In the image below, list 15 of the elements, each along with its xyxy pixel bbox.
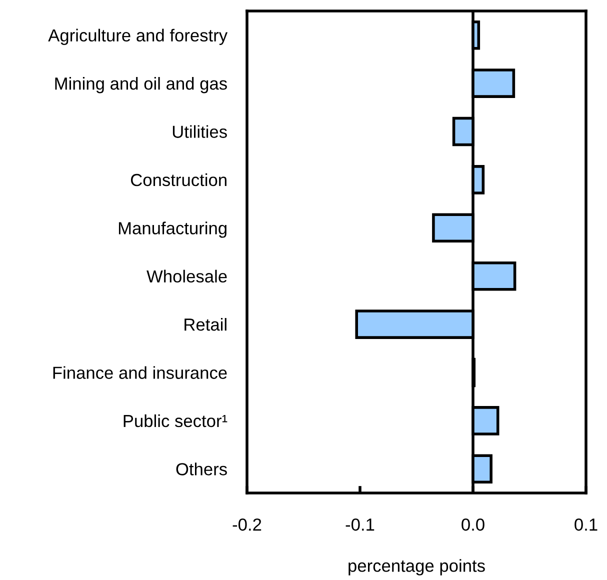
y-tick-label: Mining and oil and gas — [55, 77, 227, 94]
y-tick-label: Construction — [130, 173, 226, 186]
y-tick-label: Finance and insurance — [53, 366, 227, 379]
y-tick-label: Agriculture and forestry — [48, 28, 228, 45]
x-axis-title: percentage points — [348, 559, 485, 576]
y-tick-label: Retail — [184, 318, 226, 331]
y-tick-label: Utilities — [172, 125, 227, 138]
x-tick-label: 0.0 — [462, 518, 484, 531]
y-tick-label: Others — [176, 462, 227, 476]
y-tick-label: Public sector¹ — [124, 414, 228, 428]
y-tick-label: Manufacturing — [118, 222, 226, 238]
x-tick-label: 0.1 — [574, 518, 598, 531]
y-tick-label: Wholesale — [146, 270, 227, 283]
x-tick-label: -0.2 — [232, 518, 262, 531]
x-tick-label: -0.1 — [346, 518, 374, 531]
